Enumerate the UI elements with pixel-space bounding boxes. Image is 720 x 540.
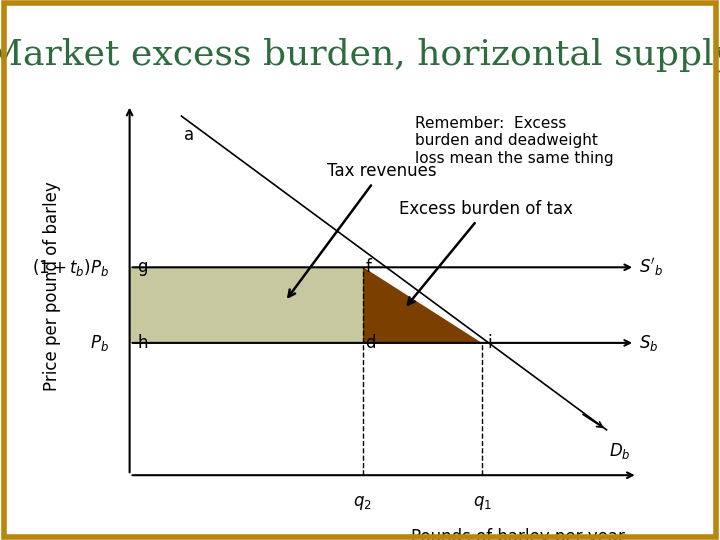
Text: Price per pound of barley: Price per pound of barley bbox=[43, 181, 61, 391]
Text: i: i bbox=[487, 334, 492, 352]
Text: Tax revenues: Tax revenues bbox=[289, 163, 436, 297]
Text: h: h bbox=[138, 334, 148, 352]
Text: f: f bbox=[366, 258, 372, 276]
Text: Market excess burden, horizontal supply: Market excess burden, horizontal supply bbox=[0, 38, 720, 72]
Text: $P_b$: $P_b$ bbox=[90, 333, 109, 353]
Text: d: d bbox=[366, 334, 376, 352]
Text: g: g bbox=[138, 258, 148, 276]
Text: $S_b$: $S_b$ bbox=[639, 333, 658, 353]
Text: Remember:  Excess
burden and deadweight
loss mean the same thing: Remember: Excess burden and deadweight l… bbox=[415, 116, 613, 166]
Text: Pounds of barley per year: Pounds of barley per year bbox=[411, 528, 626, 540]
Text: Excess burden of tax: Excess burden of tax bbox=[399, 200, 573, 305]
Text: $D_b$: $D_b$ bbox=[609, 441, 631, 461]
Bar bbox=[130, 267, 363, 343]
Polygon shape bbox=[363, 267, 482, 343]
Text: a: a bbox=[184, 126, 194, 144]
Text: $(1 + t_b)P_b$: $(1 + t_b)P_b$ bbox=[32, 257, 109, 278]
Text: $S'_b$: $S'_b$ bbox=[639, 256, 663, 278]
Text: $q_2$: $q_2$ bbox=[354, 494, 372, 512]
Text: $q_1$: $q_1$ bbox=[472, 494, 492, 512]
